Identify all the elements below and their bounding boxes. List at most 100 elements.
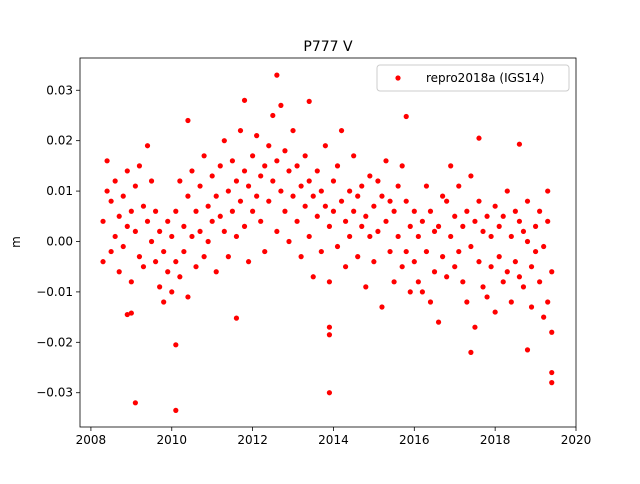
point bbox=[108, 248, 114, 255]
point bbox=[460, 223, 466, 229]
point bbox=[440, 254, 446, 260]
point bbox=[532, 223, 539, 229]
point bbox=[480, 284, 486, 290]
point bbox=[144, 143, 151, 149]
point bbox=[233, 315, 240, 321]
point bbox=[431, 228, 438, 235]
point bbox=[488, 264, 494, 270]
point bbox=[326, 390, 333, 396]
point bbox=[395, 183, 401, 189]
point bbox=[148, 178, 155, 184]
point bbox=[225, 188, 231, 194]
axes-frame bbox=[79, 57, 577, 428]
point bbox=[306, 233, 312, 240]
point bbox=[209, 173, 215, 179]
point bbox=[532, 248, 539, 255]
point bbox=[423, 183, 430, 189]
point bbox=[395, 233, 401, 240]
point bbox=[411, 259, 417, 265]
point bbox=[330, 208, 337, 214]
point bbox=[419, 289, 425, 295]
point bbox=[306, 98, 312, 104]
point bbox=[326, 279, 333, 285]
point bbox=[136, 163, 143, 169]
point bbox=[310, 274, 316, 280]
x-tick-label: 2016 bbox=[399, 433, 430, 447]
legend-box bbox=[376, 64, 570, 92]
point bbox=[213, 193, 219, 199]
point bbox=[217, 213, 223, 219]
point bbox=[472, 324, 478, 330]
point bbox=[371, 259, 377, 265]
chart-title: P777 V bbox=[303, 39, 353, 55]
point bbox=[407, 289, 413, 295]
point bbox=[504, 188, 510, 194]
point bbox=[193, 208, 199, 214]
point bbox=[221, 138, 227, 144]
y-tick-label: 0.00 bbox=[46, 234, 73, 248]
point bbox=[169, 233, 175, 240]
point bbox=[144, 218, 151, 224]
point bbox=[435, 319, 442, 325]
point bbox=[496, 223, 502, 229]
point bbox=[476, 135, 482, 141]
point bbox=[464, 208, 470, 214]
point bbox=[229, 158, 235, 164]
point bbox=[342, 218, 349, 224]
point bbox=[383, 158, 389, 164]
point bbox=[165, 218, 171, 224]
point bbox=[161, 299, 167, 305]
point bbox=[338, 127, 345, 134]
point bbox=[480, 228, 486, 235]
point bbox=[516, 218, 523, 224]
point bbox=[468, 173, 474, 179]
point bbox=[528, 304, 535, 310]
point bbox=[545, 218, 551, 224]
point bbox=[266, 198, 272, 204]
point bbox=[399, 264, 405, 270]
point bbox=[492, 203, 498, 209]
point bbox=[254, 133, 260, 139]
point bbox=[100, 259, 106, 265]
point bbox=[229, 208, 235, 214]
point bbox=[484, 294, 490, 300]
point bbox=[225, 254, 231, 260]
point bbox=[274, 72, 280, 78]
point bbox=[278, 188, 284, 194]
point bbox=[476, 259, 482, 265]
point bbox=[254, 193, 260, 199]
point bbox=[270, 112, 276, 119]
y-axis-label: m bbox=[9, 236, 23, 248]
y-tick-label: 0.01 bbox=[46, 184, 73, 198]
point bbox=[124, 223, 130, 229]
point bbox=[136, 254, 143, 260]
point bbox=[173, 259, 179, 265]
point bbox=[549, 269, 555, 275]
point bbox=[241, 97, 248, 103]
point bbox=[334, 163, 341, 169]
point bbox=[241, 168, 248, 174]
point bbox=[549, 329, 555, 335]
point bbox=[152, 259, 159, 265]
point bbox=[286, 238, 292, 245]
point bbox=[302, 153, 308, 159]
point bbox=[209, 218, 215, 224]
point bbox=[403, 198, 409, 204]
point bbox=[460, 279, 466, 285]
point bbox=[306, 178, 312, 184]
point bbox=[294, 163, 300, 169]
point bbox=[520, 284, 527, 290]
point bbox=[347, 188, 353, 194]
point bbox=[197, 183, 203, 189]
point bbox=[189, 233, 195, 240]
point bbox=[274, 158, 280, 164]
point bbox=[128, 208, 134, 214]
point bbox=[524, 238, 531, 245]
point bbox=[516, 141, 523, 147]
point bbox=[140, 264, 147, 270]
point bbox=[205, 203, 211, 209]
point bbox=[120, 243, 126, 250]
point bbox=[355, 254, 361, 260]
point bbox=[181, 223, 187, 229]
point bbox=[148, 238, 155, 245]
